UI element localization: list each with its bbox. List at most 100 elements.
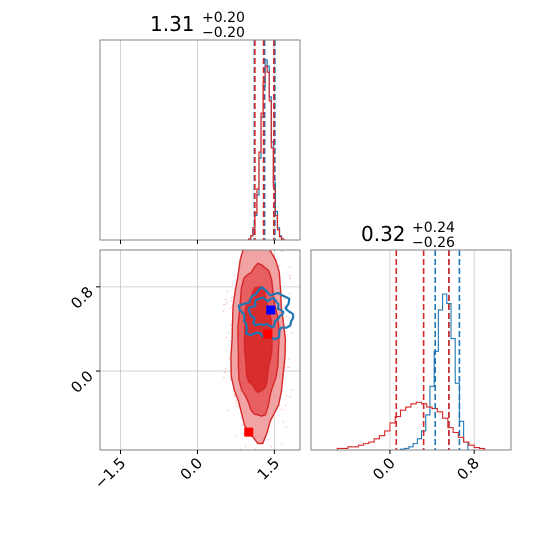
- sample-point: [230, 299, 232, 302]
- sample-point: [255, 236, 257, 238]
- sample-point: [233, 393, 236, 396]
- sample-point: [223, 303, 225, 306]
- title-param2-lower: −0.26: [412, 235, 455, 251]
- title-param2: 0.32 +0.24 −0.26: [361, 220, 455, 251]
- sample-point: [283, 298, 286, 300]
- sample-point: [291, 389, 294, 391]
- sample-point: [239, 225, 241, 227]
- sample-point: [244, 445, 247, 448]
- hist-param2-step-blue: [399, 293, 473, 450]
- hist-param1-step-red: [248, 65, 286, 240]
- sample-point: [284, 405, 287, 407]
- title-param1-upper: +0.20: [202, 10, 245, 26]
- sample-point: [235, 402, 238, 404]
- sample-point: [226, 301, 229, 304]
- sample-point: [226, 290, 228, 293]
- sample-point: [277, 236, 279, 238]
- axes-frames: [99, 39, 512, 451]
- sample-point: [279, 408, 282, 410]
- sample-point: [233, 395, 235, 398]
- sample-point: [231, 283, 234, 286]
- sample-point: [288, 317, 291, 319]
- sample-point: [289, 266, 291, 268]
- sample-point: [287, 366, 289, 369]
- sample-point: [289, 396, 291, 398]
- sample-point: [261, 208, 263, 210]
- sample-point: [241, 424, 244, 426]
- joint-density-panel: [222, 208, 295, 459]
- sample-point: [270, 445, 273, 448]
- sample-point: [229, 340, 231, 342]
- sample-point: [227, 409, 230, 412]
- title-param2-value: 0.32: [361, 222, 406, 246]
- tick-label-y-param2: 0.0: [67, 367, 97, 397]
- title-param1-lower: −0.20: [202, 25, 245, 41]
- sample-point: [254, 448, 257, 450]
- sample-point: [267, 232, 269, 234]
- sample-point: [230, 324, 232, 326]
- sample-point: [233, 274, 236, 277]
- sample-point: [288, 292, 291, 295]
- sample-point: [224, 303, 227, 305]
- sample-point: [285, 426, 288, 428]
- truth-marker-blue: [266, 305, 276, 315]
- sample-point: [284, 366, 286, 369]
- sample-point: [282, 409, 284, 411]
- sample-point: [285, 394, 288, 397]
- sample-point: [288, 366, 291, 369]
- sample-point: [237, 227, 239, 229]
- sample-point: [236, 405, 239, 407]
- frame-hist-param2: [310, 249, 512, 451]
- frame-joint: [99, 249, 301, 451]
- sample-point: [230, 296, 233, 299]
- sample-point: [228, 307, 231, 310]
- sample-point: [225, 298, 227, 301]
- sample-point: [273, 448, 275, 450]
- sample-point: [256, 242, 258, 244]
- sample-point: [278, 265, 280, 267]
- sample-point: [228, 357, 231, 360]
- red-contour-level-1: [243, 285, 273, 394]
- sample-point: [222, 310, 225, 313]
- sample-point: [246, 215, 248, 217]
- sample-point: [264, 236, 266, 238]
- sample-point: [251, 216, 253, 218]
- sample-point: [282, 420, 284, 423]
- blue-contour-2: [247, 296, 285, 328]
- sample-point: [291, 332, 293, 334]
- sample-point: [271, 230, 273, 232]
- sample-point: [260, 227, 262, 229]
- blue-contour-1: [237, 286, 295, 341]
- sample-point: [242, 432, 245, 435]
- tick-label-y-param2: 0.8: [67, 283, 97, 313]
- title-param1-value: 1.31: [150, 12, 195, 36]
- sample-point: [259, 242, 261, 244]
- sample-point: [289, 277, 291, 280]
- sample-point: [279, 404, 281, 407]
- sample-point: [224, 368, 227, 370]
- hist-param2-panel: [336, 250, 490, 450]
- truth-marker-red: [244, 427, 254, 437]
- sample-point: [227, 331, 230, 334]
- title-param1: 1.31 +0.20 −0.20: [150, 10, 245, 41]
- tick-label-x-param1: −1.5: [91, 454, 129, 492]
- sample-point: [252, 454, 254, 456]
- sample-point: [285, 315, 288, 318]
- sample-point: [280, 247, 282, 249]
- sample-point: [246, 246, 248, 248]
- sample-point: [281, 250, 283, 253]
- sample-point: [280, 443, 283, 446]
- sample-point: [223, 371, 226, 374]
- sample-point: [260, 457, 262, 459]
- sample-point: [267, 438, 269, 441]
- title-param2-upper: +0.24: [412, 220, 455, 236]
- sample-point: [223, 376, 225, 379]
- sample-point: [235, 434, 238, 437]
- tick-label-x-param2: 0.0: [369, 454, 399, 484]
- sample-point: [269, 246, 271, 248]
- sample-point: [289, 274, 292, 277]
- sample-point: [245, 452, 247, 454]
- sample-point: [229, 378, 232, 380]
- truth-marker-red: [263, 329, 273, 339]
